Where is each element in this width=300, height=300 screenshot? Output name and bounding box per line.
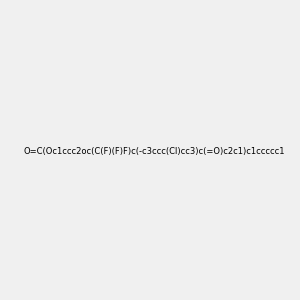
Text: O=C(Oc1ccc2oc(C(F)(F)F)c(-c3ccc(Cl)cc3)c(=O)c2c1)c1ccccc1: O=C(Oc1ccc2oc(C(F)(F)F)c(-c3ccc(Cl)cc3)c… [23, 147, 284, 156]
